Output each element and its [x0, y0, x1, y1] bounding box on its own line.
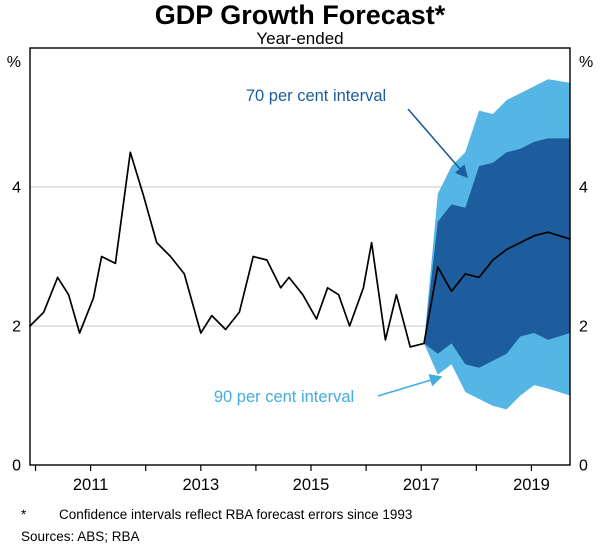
y-tick-label-right: 2 [579, 319, 588, 336]
plot-frame [29, 47, 571, 466]
annotation-label-70-per-cent-interval: 70 per cent interval [246, 87, 386, 105]
footnote-marker: * [21, 507, 27, 522]
chart-title: GDP Growth Forecast* [154, 0, 446, 30]
y-tick-label-right: 4 [579, 180, 588, 197]
x-tick-label: 2011 [73, 476, 108, 494]
y-axis-unit-left: % [7, 54, 21, 71]
x-tick-label: 2015 [293, 476, 330, 494]
band-70-per-cent-interval [424, 138, 570, 368]
x-tick-label: 2013 [182, 476, 219, 494]
y-tick-label-left: 2 [12, 319, 21, 336]
y-axis-unit-right: % [579, 54, 593, 71]
footnote: * Confidence intervals reflect RBA forec… [21, 506, 412, 523]
annotation-arrow [407, 108, 469, 179]
sources-text: Sources: ABS; RBA [21, 529, 140, 544]
chart-subtitle: Year-ended [256, 29, 344, 48]
x-tick-label: 2017 [403, 476, 440, 494]
annotation-arrow [377, 374, 443, 397]
footnote-text: Confidence intervals reflect RBA forecas… [59, 507, 413, 522]
sources-line: Sources: ABS; RBA [21, 528, 140, 545]
line-gdp-growth-year-ended-central-forecast [423, 231, 571, 345]
annotation-label-90-per-cent-interval: 90 per cent interval [214, 388, 354, 406]
line-gdp-growth-year-ended-actual [29, 151, 425, 348]
y-tick-label-left: 0 [12, 458, 21, 475]
y-tick-label-left: 4 [12, 180, 21, 197]
y-tick-label-right: 0 [579, 458, 588, 475]
x-tick-label: 2019 [513, 476, 550, 494]
